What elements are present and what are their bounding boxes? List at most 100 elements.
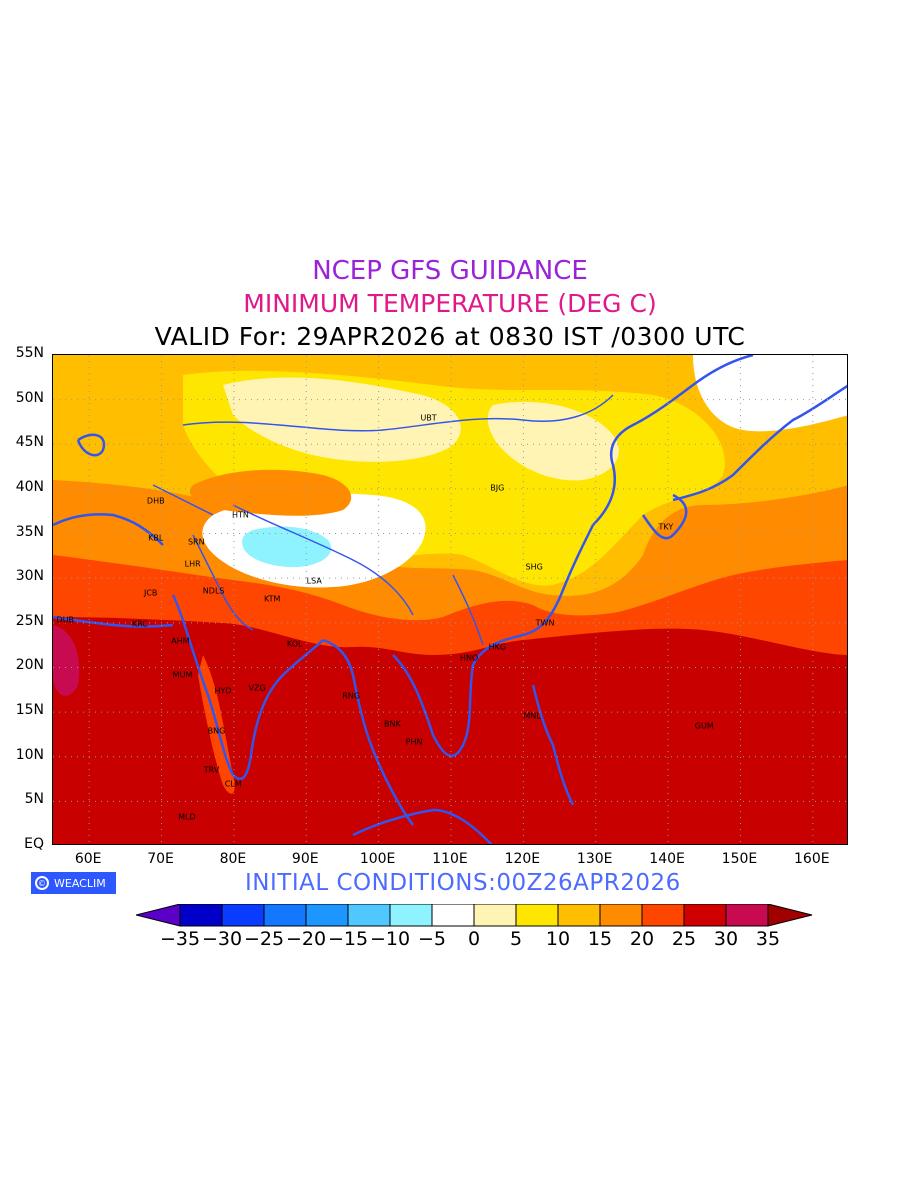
- map-panel: UBT BJG DHB HTN KBL SRN LHR TKY SHG LSA JCB NDLS KTM…: [52, 354, 848, 845]
- fill-0c-band: [223, 377, 461, 462]
- fill-tibet-cyan: [242, 526, 332, 568]
- lat-tick-label: EQ: [24, 836, 44, 852]
- title-valid-time: VALID For: 29APR2026 at 0830 IST /0300 U…: [154, 322, 746, 351]
- title-variable: MINIMUM TEMPERATURE (DEG C): [243, 289, 657, 318]
- city-label-ubt: UBT: [420, 413, 437, 423]
- lon-tick-label: 120E: [504, 851, 541, 867]
- colorbar-over-triangle: [767, 904, 813, 927]
- colorbar-tick-label: 30: [713, 928, 739, 950]
- colorbar-tick-label: 15: [587, 928, 613, 950]
- colorbar-tick-label: −5: [417, 928, 447, 950]
- colorbar-tick-label: −25: [243, 928, 285, 950]
- city-label-bjg: BJG: [490, 483, 505, 493]
- city-label-srn: SRN: [187, 537, 205, 547]
- city-label-hyd: HYD: [214, 686, 232, 696]
- lon-tick-label: 60E: [74, 851, 102, 867]
- colorbar-tick-label: 0: [467, 928, 481, 950]
- city-label-trv: TRV: [203, 765, 220, 775]
- city-label-mum: MUM: [172, 670, 193, 680]
- colorbar-segment: [599, 904, 643, 927]
- colorbar-segment: [389, 904, 433, 927]
- lon-tick-label: 70E: [147, 851, 174, 867]
- colorbar-tick-label: 35: [755, 928, 781, 950]
- colorbar-segment: [431, 904, 475, 927]
- colorbar-segment: [305, 904, 349, 927]
- city-label-ktm: KTM: [264, 594, 281, 604]
- city-label-lhr: LHR: [184, 559, 201, 569]
- city-label-shg: SHG: [525, 562, 543, 572]
- colorbar-tick-label: −20: [285, 928, 327, 950]
- colorbar-tick-label: 10: [545, 928, 571, 950]
- lon-tick-label: 140E: [649, 851, 685, 867]
- colorbar-tick-label: 5: [509, 928, 523, 950]
- lon-tick-label: 130E: [576, 851, 613, 867]
- city-label-lsa: LSA: [306, 576, 322, 586]
- colorbar-tick-label: 25: [671, 928, 697, 950]
- lat-tick-label: 25N: [15, 612, 44, 629]
- city-label-hkg: HKG: [488, 642, 507, 652]
- city-label-twn: TWN: [535, 618, 555, 628]
- gridlines: [53, 355, 847, 844]
- fill-0c-band-2: [487, 401, 619, 481]
- colorbar-segment: [641, 904, 685, 927]
- lat-tick-label: 5N: [24, 791, 44, 808]
- city-label-ahm: AHM: [171, 636, 190, 646]
- city-label-mld: MLD: [178, 812, 196, 822]
- colorbar-tick-label: −15: [327, 928, 369, 950]
- city-label-dub: DUB: [56, 615, 75, 625]
- city-label-mnl: MNL: [523, 711, 541, 721]
- lat-tick-label: 45N: [15, 434, 44, 451]
- lat-tick-label: 35N: [15, 523, 44, 540]
- city-label-bnk: BNK: [384, 719, 401, 729]
- city-label-phn: PHN: [405, 737, 423, 747]
- city-label-rng: RNG: [342, 691, 360, 701]
- title-model: NCEP GFS GUIDANCE: [312, 256, 588, 286]
- lon-tick-label: 90E: [291, 851, 319, 867]
- initial-conditions: INITIAL CONDITIONS:00Z26APR2026: [245, 870, 681, 896]
- lon-tick-label: 150E: [721, 851, 758, 867]
- city-label-vzg: VZG: [248, 683, 266, 693]
- logo-text: WEACLIM: [54, 876, 106, 890]
- colorbar-segment: [347, 904, 391, 927]
- colorbar-segment: [557, 904, 601, 927]
- lat-tick-label: 20N: [15, 657, 44, 674]
- colorbar-segment: [179, 904, 223, 927]
- colorbar-segment: [683, 904, 727, 927]
- city-label-tky: TKY: [658, 522, 674, 532]
- borders: [152, 394, 614, 646]
- city-label-hno: HNO: [459, 653, 479, 663]
- city-label-jcb: JCB: [143, 588, 158, 598]
- copyright-icon: ©: [35, 876, 49, 890]
- lat-tick-label: 50N: [15, 389, 44, 406]
- colorbar-segment: [515, 904, 559, 927]
- lat-tick-label: 55N: [15, 345, 44, 361]
- colorbar-segment: [725, 904, 769, 927]
- fill-arabia-hot: [53, 625, 80, 696]
- lat-tick-label: 30N: [15, 568, 44, 585]
- colorbar-tick-label: −30: [201, 928, 243, 950]
- lat-tick-label: 15N: [15, 702, 44, 719]
- temperature-map: [53, 355, 847, 844]
- lat-tick-label: 10N: [15, 746, 44, 763]
- colorbar-tick-label: 20: [629, 928, 655, 950]
- city-label-gum: GUM: [694, 721, 714, 731]
- lon-tick-label: 80E: [219, 851, 247, 867]
- colorbar: [136, 904, 813, 927]
- city-label-clm: CLM: [224, 779, 242, 789]
- city-label-ndls: NDLS: [202, 586, 225, 596]
- colorbar-segment: [473, 904, 517, 927]
- colorbar-tick-label: −10: [369, 928, 411, 950]
- city-label-htn: HTN: [231, 510, 249, 520]
- colorbar-segment: [221, 904, 265, 927]
- city-label-bng: BNG: [207, 726, 226, 736]
- colorbar-tick-label: −35: [159, 928, 201, 950]
- fill-taklamakan-warm: [189, 469, 352, 516]
- city-label-krc: KRC: [131, 619, 148, 629]
- lon-tick-label: 110E: [432, 851, 468, 867]
- lon-tick-label: 100E: [359, 851, 396, 867]
- city-label-kol: KOL: [286, 639, 303, 649]
- colorbar-segment: [263, 904, 307, 927]
- colorbar-under-triangle: [136, 904, 181, 927]
- city-label-dhb: DHB: [146, 496, 165, 506]
- lon-tick-label: 160E: [794, 851, 830, 867]
